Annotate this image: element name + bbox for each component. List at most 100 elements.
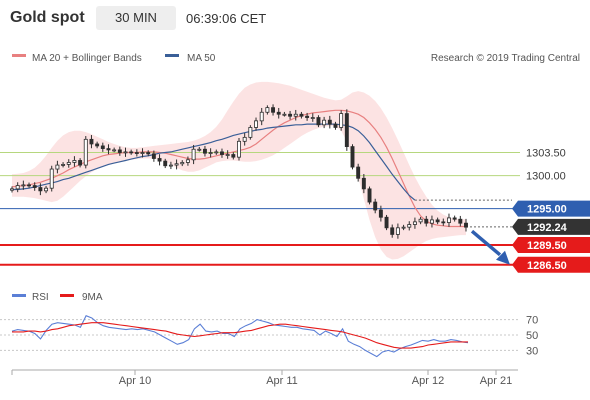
- candle-body: [288, 113, 293, 117]
- instrument-title: Gold spot: [10, 9, 85, 26]
- candle-body: [356, 166, 361, 179]
- x-tick-label: Apr 10: [119, 375, 151, 387]
- candle-body: [390, 227, 395, 235]
- candle-body: [407, 224, 412, 228]
- candle-body: [32, 185, 37, 188]
- rsi-tick-label: 50: [526, 330, 538, 342]
- candle-body: [140, 152, 145, 154]
- candle-body: [157, 158, 162, 162]
- candle-body: [339, 113, 344, 128]
- candle-body: [271, 107, 276, 113]
- candle-body: [429, 219, 434, 224]
- candle-body: [237, 140, 241, 158]
- forecast-arrow-head: [496, 250, 510, 265]
- rsi-legend: RSI 9MA: [12, 292, 103, 303]
- candle-body: [458, 218, 463, 224]
- candle-body: [254, 120, 258, 128]
- ma9-legend-swatch: [60, 294, 74, 297]
- candle-body: [350, 146, 355, 168]
- candle-body: [265, 107, 270, 113]
- candle-body: [185, 159, 190, 163]
- candle-body: [299, 113, 304, 117]
- candle-body: [180, 162, 185, 165]
- candle-body: [378, 209, 383, 218]
- source-credit: Research © 2019 Trading Central: [431, 53, 580, 64]
- ma20-legend-label: MA 20 + Bollinger Bands: [32, 53, 142, 64]
- candle-body: [129, 151, 134, 154]
- price-label: 1300.00: [526, 171, 566, 183]
- candle-body: [384, 216, 389, 229]
- candle-body: [225, 154, 230, 156]
- candle-body: [316, 117, 321, 126]
- candle-body: [447, 217, 451, 223]
- price-tag: [512, 236, 590, 253]
- rsi-plot: 30 50 70: [0, 314, 538, 358]
- candle-body: [89, 138, 94, 145]
- candle-body: [78, 160, 83, 166]
- candle-body: [282, 113, 287, 116]
- candle-body: [83, 138, 88, 166]
- candle-body: [117, 149, 122, 153]
- forecast-arrow-shaft: [470, 229, 502, 257]
- candle-body: [435, 219, 440, 223]
- candle-body: [361, 177, 366, 190]
- rsi-line: [11, 314, 469, 358]
- candle-body: [441, 221, 446, 224]
- candle-body: [72, 160, 77, 163]
- candle-body: [344, 113, 349, 147]
- candle-body: [327, 119, 332, 125]
- rsi-tick-label: 70: [526, 315, 538, 327]
- candle-body: [276, 111, 281, 115]
- candle-body: [163, 160, 168, 167]
- price-label: 1303.50: [526, 148, 566, 160]
- candle-body: [242, 136, 247, 142]
- candle-body: [38, 187, 43, 192]
- candle-body: [401, 226, 406, 229]
- rsi-ma-line: [12, 322, 468, 349]
- price-label: 1292.24: [527, 222, 568, 234]
- candle-body: [452, 217, 457, 220]
- candle-body: [55, 164, 60, 170]
- timeframe-selector[interactable]: 30 MIN: [96, 6, 176, 30]
- candle-body: [214, 151, 219, 154]
- ma9-legend-label: 9MA: [82, 292, 103, 303]
- candle-body: [123, 151, 128, 154]
- candle-body: [66, 162, 71, 165]
- candle-body: [310, 117, 315, 119]
- main-legend: MA 20 + Bollinger Bands MA 50 Research ©…: [12, 53, 580, 64]
- rsi-tick-label: 30: [526, 345, 538, 357]
- candle-body: [134, 152, 139, 154]
- candle-body: [21, 184, 26, 187]
- candle-body: [424, 218, 429, 224]
- ma20-legend-swatch: [12, 54, 26, 57]
- candle-body: [202, 148, 207, 154]
- price-label: 1289.50: [527, 240, 567, 252]
- candle-body: [259, 111, 264, 122]
- candle-body: [395, 227, 400, 235]
- candle-body: [151, 153, 156, 159]
- x-tick-label: Apr 12: [412, 375, 444, 387]
- candle-body: [106, 148, 111, 151]
- time-axis: Apr 10 Apr 11 Apr 12 Apr 21: [11, 369, 518, 387]
- candle-body: [412, 221, 417, 225]
- price-tag: [512, 218, 590, 235]
- candle-body: [10, 188, 14, 191]
- candle-body: [220, 151, 224, 155]
- chart-header: Gold spot 30 MIN 06:39:06 CET: [0, 0, 590, 36]
- timestamp-label: 06:39:06 CET: [186, 11, 267, 26]
- bollinger-band-fill: [12, 81, 466, 260]
- rsi-legend-swatch: [12, 294, 26, 297]
- candle-body: [418, 218, 423, 223]
- candle-body: [100, 145, 105, 149]
- ma50-legend-label: MA 50: [187, 53, 216, 64]
- price-plot: 1303.50 1300.00 1295.00 1292.24 1289.50 1286.…: [0, 81, 590, 273]
- candle-body: [333, 123, 338, 128]
- candle-body: [112, 149, 117, 152]
- candle-body: [61, 164, 66, 166]
- rsi-legend-label: RSI: [32, 292, 49, 303]
- candle-body: [15, 185, 20, 190]
- candle-body: [208, 152, 213, 154]
- candle-body: [174, 163, 179, 166]
- candle-body: [95, 143, 100, 147]
